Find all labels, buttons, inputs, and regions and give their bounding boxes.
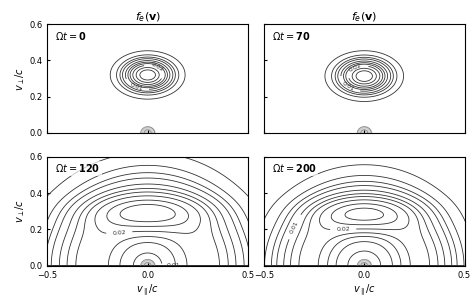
- Text: $\Omega t = \mathbf{70}$: $\Omega t = \mathbf{70}$: [272, 30, 310, 42]
- Text: 0.01: 0.01: [290, 220, 300, 234]
- Text: 0.02: 0.02: [150, 62, 164, 73]
- X-axis label: $v_{\parallel}/c$: $v_{\parallel}/c$: [353, 282, 375, 299]
- Title: $f_e(\mathbf{v})$: $f_e(\mathbf{v})$: [351, 10, 377, 24]
- X-axis label: $v_{\parallel}/c$: $v_{\parallel}/c$: [137, 282, 159, 299]
- Text: 0.02: 0.02: [336, 227, 350, 232]
- Text: 0.02: 0.02: [348, 63, 363, 73]
- Title: $f_e(\mathbf{v})$: $f_e(\mathbf{v})$: [135, 10, 161, 24]
- Text: 0.01: 0.01: [341, 81, 355, 93]
- Y-axis label: $v_{\perp}/c$: $v_{\perp}/c$: [13, 66, 27, 91]
- Text: $\Omega t = \mathbf{120}$: $\Omega t = \mathbf{120}$: [55, 162, 100, 174]
- Text: 0.02: 0.02: [112, 230, 126, 236]
- Y-axis label: $v_{\perp}/c$: $v_{\perp}/c$: [13, 199, 27, 223]
- Text: $\Omega t = \mathbf{0}$: $\Omega t = \mathbf{0}$: [55, 30, 87, 42]
- Text: $\Omega t = \mathbf{200}$: $\Omega t = \mathbf{200}$: [272, 162, 317, 174]
- Text: 0.01: 0.01: [129, 82, 144, 92]
- Text: 0.01: 0.01: [166, 263, 180, 268]
